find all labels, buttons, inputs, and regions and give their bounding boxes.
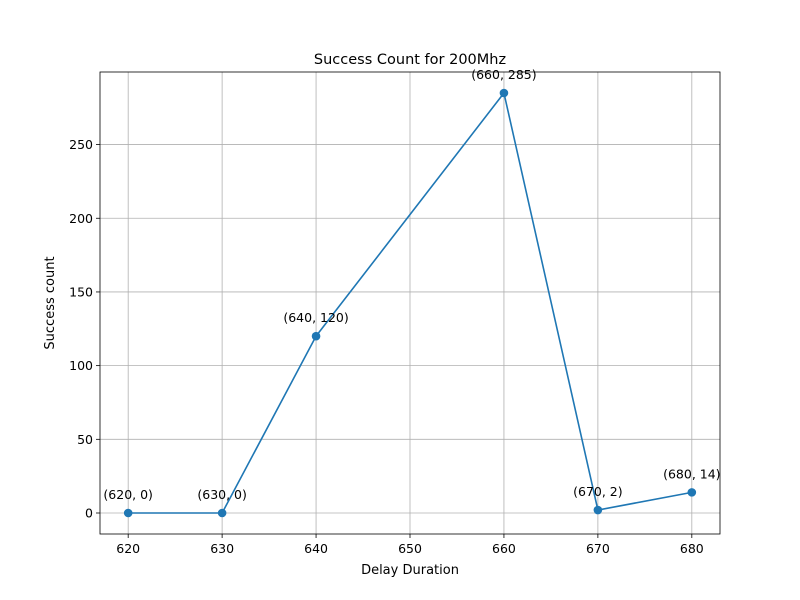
data-point xyxy=(687,488,697,497)
data-label: (660, 285) xyxy=(471,67,536,82)
data-label: (630, 0) xyxy=(197,487,247,502)
chart-title: Success Count for 200Mhz xyxy=(314,52,506,68)
x-tick-label: 680 xyxy=(680,541,704,556)
y-tick-label: 0 xyxy=(85,506,93,521)
data-point xyxy=(593,505,603,515)
x-tick-label: 630 xyxy=(210,541,234,556)
data-point xyxy=(311,331,321,341)
data-labels: (620, 0) (630, 0) (640, 120) (660, 285) (670… xyxy=(103,67,720,502)
x-tick-label: 670 xyxy=(586,541,610,556)
x-axis-label: Delay Duration xyxy=(361,563,459,578)
x-tick-label: 660 xyxy=(492,541,516,556)
data-label: (620, 0) xyxy=(103,487,153,502)
x-tick-label: 640 xyxy=(304,541,328,556)
data-point xyxy=(499,88,509,98)
data-point xyxy=(217,508,227,518)
grid xyxy=(100,72,720,534)
y-tick-label: 100 xyxy=(69,358,93,373)
series-line xyxy=(128,92,692,514)
data-label: (680, 14) xyxy=(663,466,720,481)
y-tick-label: 50 xyxy=(77,432,93,447)
y-tick-label: 250 xyxy=(69,137,93,152)
x-tick-label: 620 xyxy=(116,541,140,556)
x-tick-label: 650 xyxy=(398,541,422,556)
y-axis-label: Success count xyxy=(43,256,58,349)
data-label: (640, 120) xyxy=(283,310,348,325)
y-tick-label: 200 xyxy=(69,211,93,226)
data-label: (670, 2) xyxy=(573,484,623,499)
y-tick-label: 150 xyxy=(69,284,93,299)
data-series xyxy=(123,88,697,518)
axis-ticks: 620 630 640 650 660 670 680 0 50 100 150 200 250 xyxy=(69,137,704,556)
data-point xyxy=(123,508,133,518)
